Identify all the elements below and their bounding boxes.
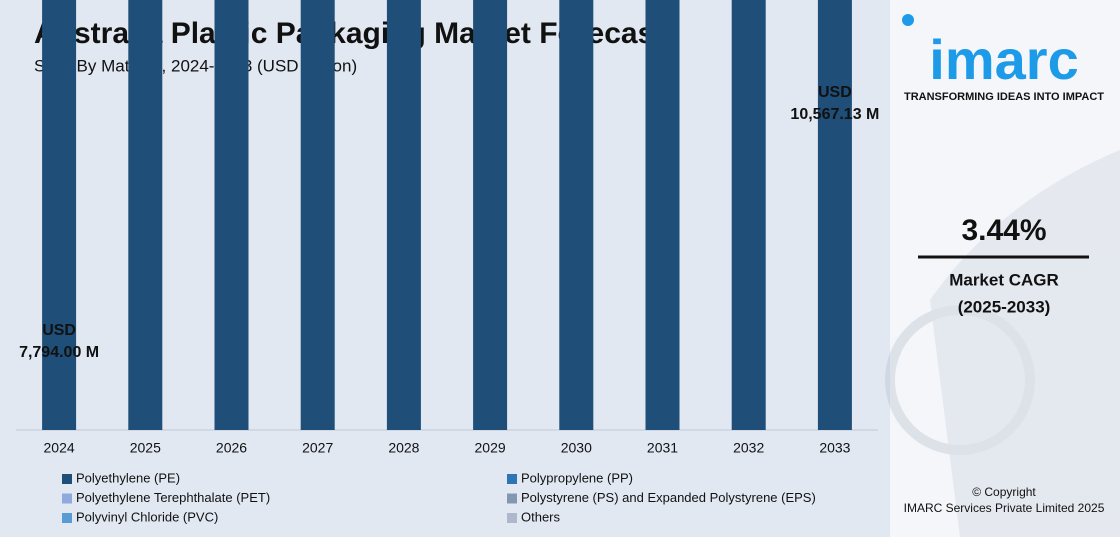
bar-segment	[128, 0, 163, 431]
x-tick-label: 2029	[475, 440, 506, 456]
legend-label: Polystyrene (PS) and Expanded Polystyren…	[521, 490, 816, 505]
bar-segment	[300, 0, 335, 430]
bar-segment	[645, 0, 680, 430]
x-tick-label: 2025	[130, 440, 161, 456]
x-tick-label: 2028	[388, 440, 419, 456]
logo: imarc	[929, 28, 1078, 91]
bar-segment	[559, 0, 594, 431]
x-tick-label: 2027	[302, 440, 333, 456]
legend-swatch	[507, 493, 517, 504]
x-tick-label: 2030	[561, 440, 592, 456]
legend-label: Others	[521, 509, 561, 524]
x-tick-label: 2024	[44, 440, 75, 456]
panel-background	[890, 0, 1120, 537]
total-annotation: USD	[818, 84, 852, 101]
legend-swatch	[62, 513, 72, 523]
x-tick-label: 2031	[647, 440, 678, 456]
cagr-value: 3.44%	[961, 214, 1046, 247]
legend-label: Polyethylene Terephthalate (PET)	[76, 490, 270, 505]
chart-subtitle: Size, By Material, 2024-2033 (USD Millio…	[34, 56, 357, 75]
x-tick-label: 2032	[733, 440, 764, 456]
x-tick-label: 2033	[819, 440, 850, 456]
bar-segment	[731, 0, 766, 430]
bar-segment	[473, 0, 508, 431]
bar-segment	[817, 0, 852, 430]
cagr-period: (2025-2033)	[958, 297, 1051, 316]
bar-segment	[386, 0, 421, 431]
copyright: © Copyright	[972, 485, 1036, 499]
legend-swatch	[62, 493, 72, 504]
legend-swatch	[507, 513, 517, 523]
company: IMARC Services Private Limited 2025	[904, 501, 1105, 515]
legend-label: Polyvinyl Chloride (PVC)	[76, 509, 218, 524]
cagr-label: Market CAGR	[949, 270, 1059, 289]
total-annotation: 7,794.00 M	[19, 344, 99, 361]
x-tick-label: 2026	[216, 440, 247, 456]
legend-swatch	[62, 474, 72, 484]
legend-label: Polyethylene (PE)	[76, 470, 180, 485]
total-annotation: USD	[42, 322, 76, 339]
legend-swatch	[507, 474, 517, 484]
panel-decoration	[885, 150, 1120, 537]
legend-label: Polypropylene (PP)	[521, 470, 633, 485]
total-annotation: 10,567.13 M	[790, 106, 879, 123]
tagline: TRANSFORMING IDEAS INTO IMPACT	[904, 91, 1104, 103]
logo-dot	[902, 14, 914, 26]
bar-segment	[214, 0, 249, 430]
bar-segment	[42, 0, 77, 430]
